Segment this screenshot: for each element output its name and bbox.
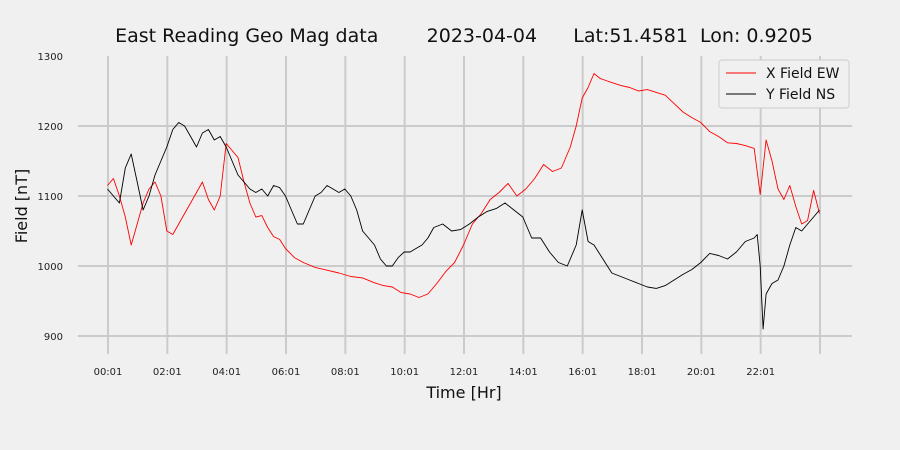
y-tick-label: 1100: [38, 192, 63, 203]
legend-label-y-field: Y Field NS: [765, 87, 835, 103]
y-tick-label: 1300: [38, 52, 63, 63]
series-layer: [107, 73, 820, 330]
x-tick-label: 00:01: [94, 367, 123, 378]
x-tick-label: 04:01: [212, 367, 241, 378]
x-tick-label: 10:01: [390, 367, 419, 378]
series-line-y-field: [107, 122, 820, 330]
legend: X Field EW Y Field NS: [718, 59, 850, 109]
x-tick-label: 20:01: [687, 367, 716, 378]
x-tick-label: 14:01: [509, 367, 538, 378]
y-tick-label: 900: [44, 332, 63, 343]
tick-labels: 00:01 02:01 04:01 06:01 08:01 10:01 12:01 14:01…: [38, 52, 776, 378]
x-tick-label: 06:01: [272, 367, 301, 378]
grid: [78, 56, 852, 354]
x-tick-label: 02:01: [153, 367, 182, 378]
x-tick-label: 12:01: [450, 367, 479, 378]
x-axis-label: Time [Hr]: [425, 383, 501, 402]
y-tick-label: 1000: [38, 262, 63, 273]
legend-box: [718, 59, 850, 109]
x-tick-label: 08:01: [331, 367, 360, 378]
x-tick-label: 22:01: [746, 367, 775, 378]
x-tick-label: 16:01: [568, 367, 597, 378]
legend-label-x-field: X Field EW: [766, 66, 840, 82]
chart-title: East Reading Geo Mag data 2023-04-04 Lat…: [115, 25, 813, 47]
x-tick-label: 18:01: [628, 367, 657, 378]
y-tick-label: 1200: [38, 122, 63, 133]
series-line-x-field: [107, 73, 820, 298]
y-axis-label: Field [nT]: [12, 169, 31, 243]
